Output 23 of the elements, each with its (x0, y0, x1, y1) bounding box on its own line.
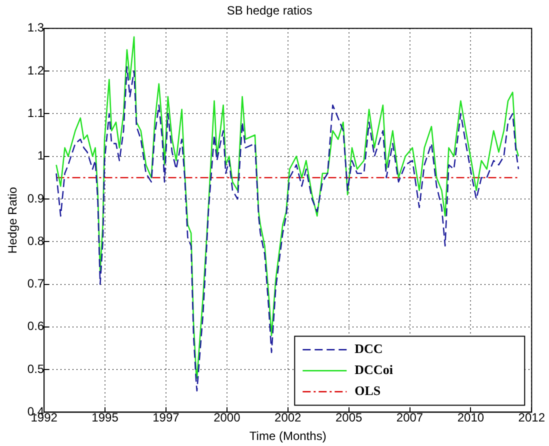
x-tick-label: 2007 (396, 410, 424, 425)
x-tick-label: 2000 (214, 410, 241, 425)
chart-title: SB hedge ratios (226, 4, 312, 18)
y-tick-label: 0.8 (27, 234, 44, 248)
x-tick-label: 2002 (274, 410, 302, 425)
x-tick-label: 2010 (457, 410, 484, 425)
y-tick-label: 1.3 (27, 20, 44, 35)
x-tick-label: 2012 (518, 410, 546, 425)
y-tick-label: 1.2 (27, 63, 44, 78)
y-axis-title: Hedge Ratio (6, 186, 20, 254)
y-tick-label: 0.6 (27, 319, 44, 334)
legend-label: DCC (354, 341, 383, 356)
x-tick-label: 2005 (335, 410, 362, 425)
y-tick-label: 1 (37, 148, 44, 163)
y-tick-label: 0.9 (27, 191, 44, 206)
x-tick-label: 1997 (152, 410, 180, 425)
y-tick-label: 1.1 (27, 106, 44, 120)
x-axis-title: Time (Months) (249, 429, 326, 444)
legend-label: DCCoi (354, 362, 394, 378)
y-tick-label: 0.5 (27, 362, 44, 376)
legend-label: OLS (354, 383, 381, 398)
y-tick-label: 0.7 (27, 276, 44, 291)
x-tick-label: 1995 (92, 410, 119, 425)
